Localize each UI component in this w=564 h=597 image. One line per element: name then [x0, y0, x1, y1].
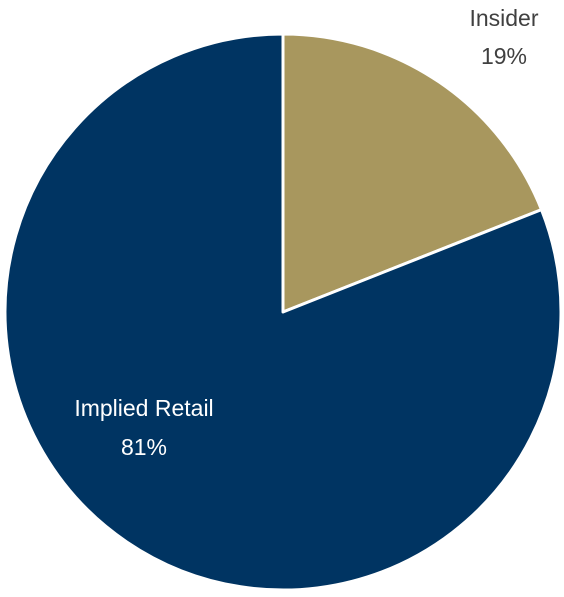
slice-label-implied-retail: Implied Retail — [74, 395, 213, 421]
pie-slice-implied-retail — [3, 32, 563, 592]
pie-slice-insider — [281, 32, 543, 314]
slice-label-insider: Insider — [469, 5, 538, 31]
slice-value-label-insider: 19% — [481, 43, 527, 69]
slices-layer — [3, 32, 563, 592]
labels-layer: Insider 19% Implied Retail 81% — [74, 5, 539, 460]
slice-value-label-implied-retail: 81% — [121, 434, 167, 460]
